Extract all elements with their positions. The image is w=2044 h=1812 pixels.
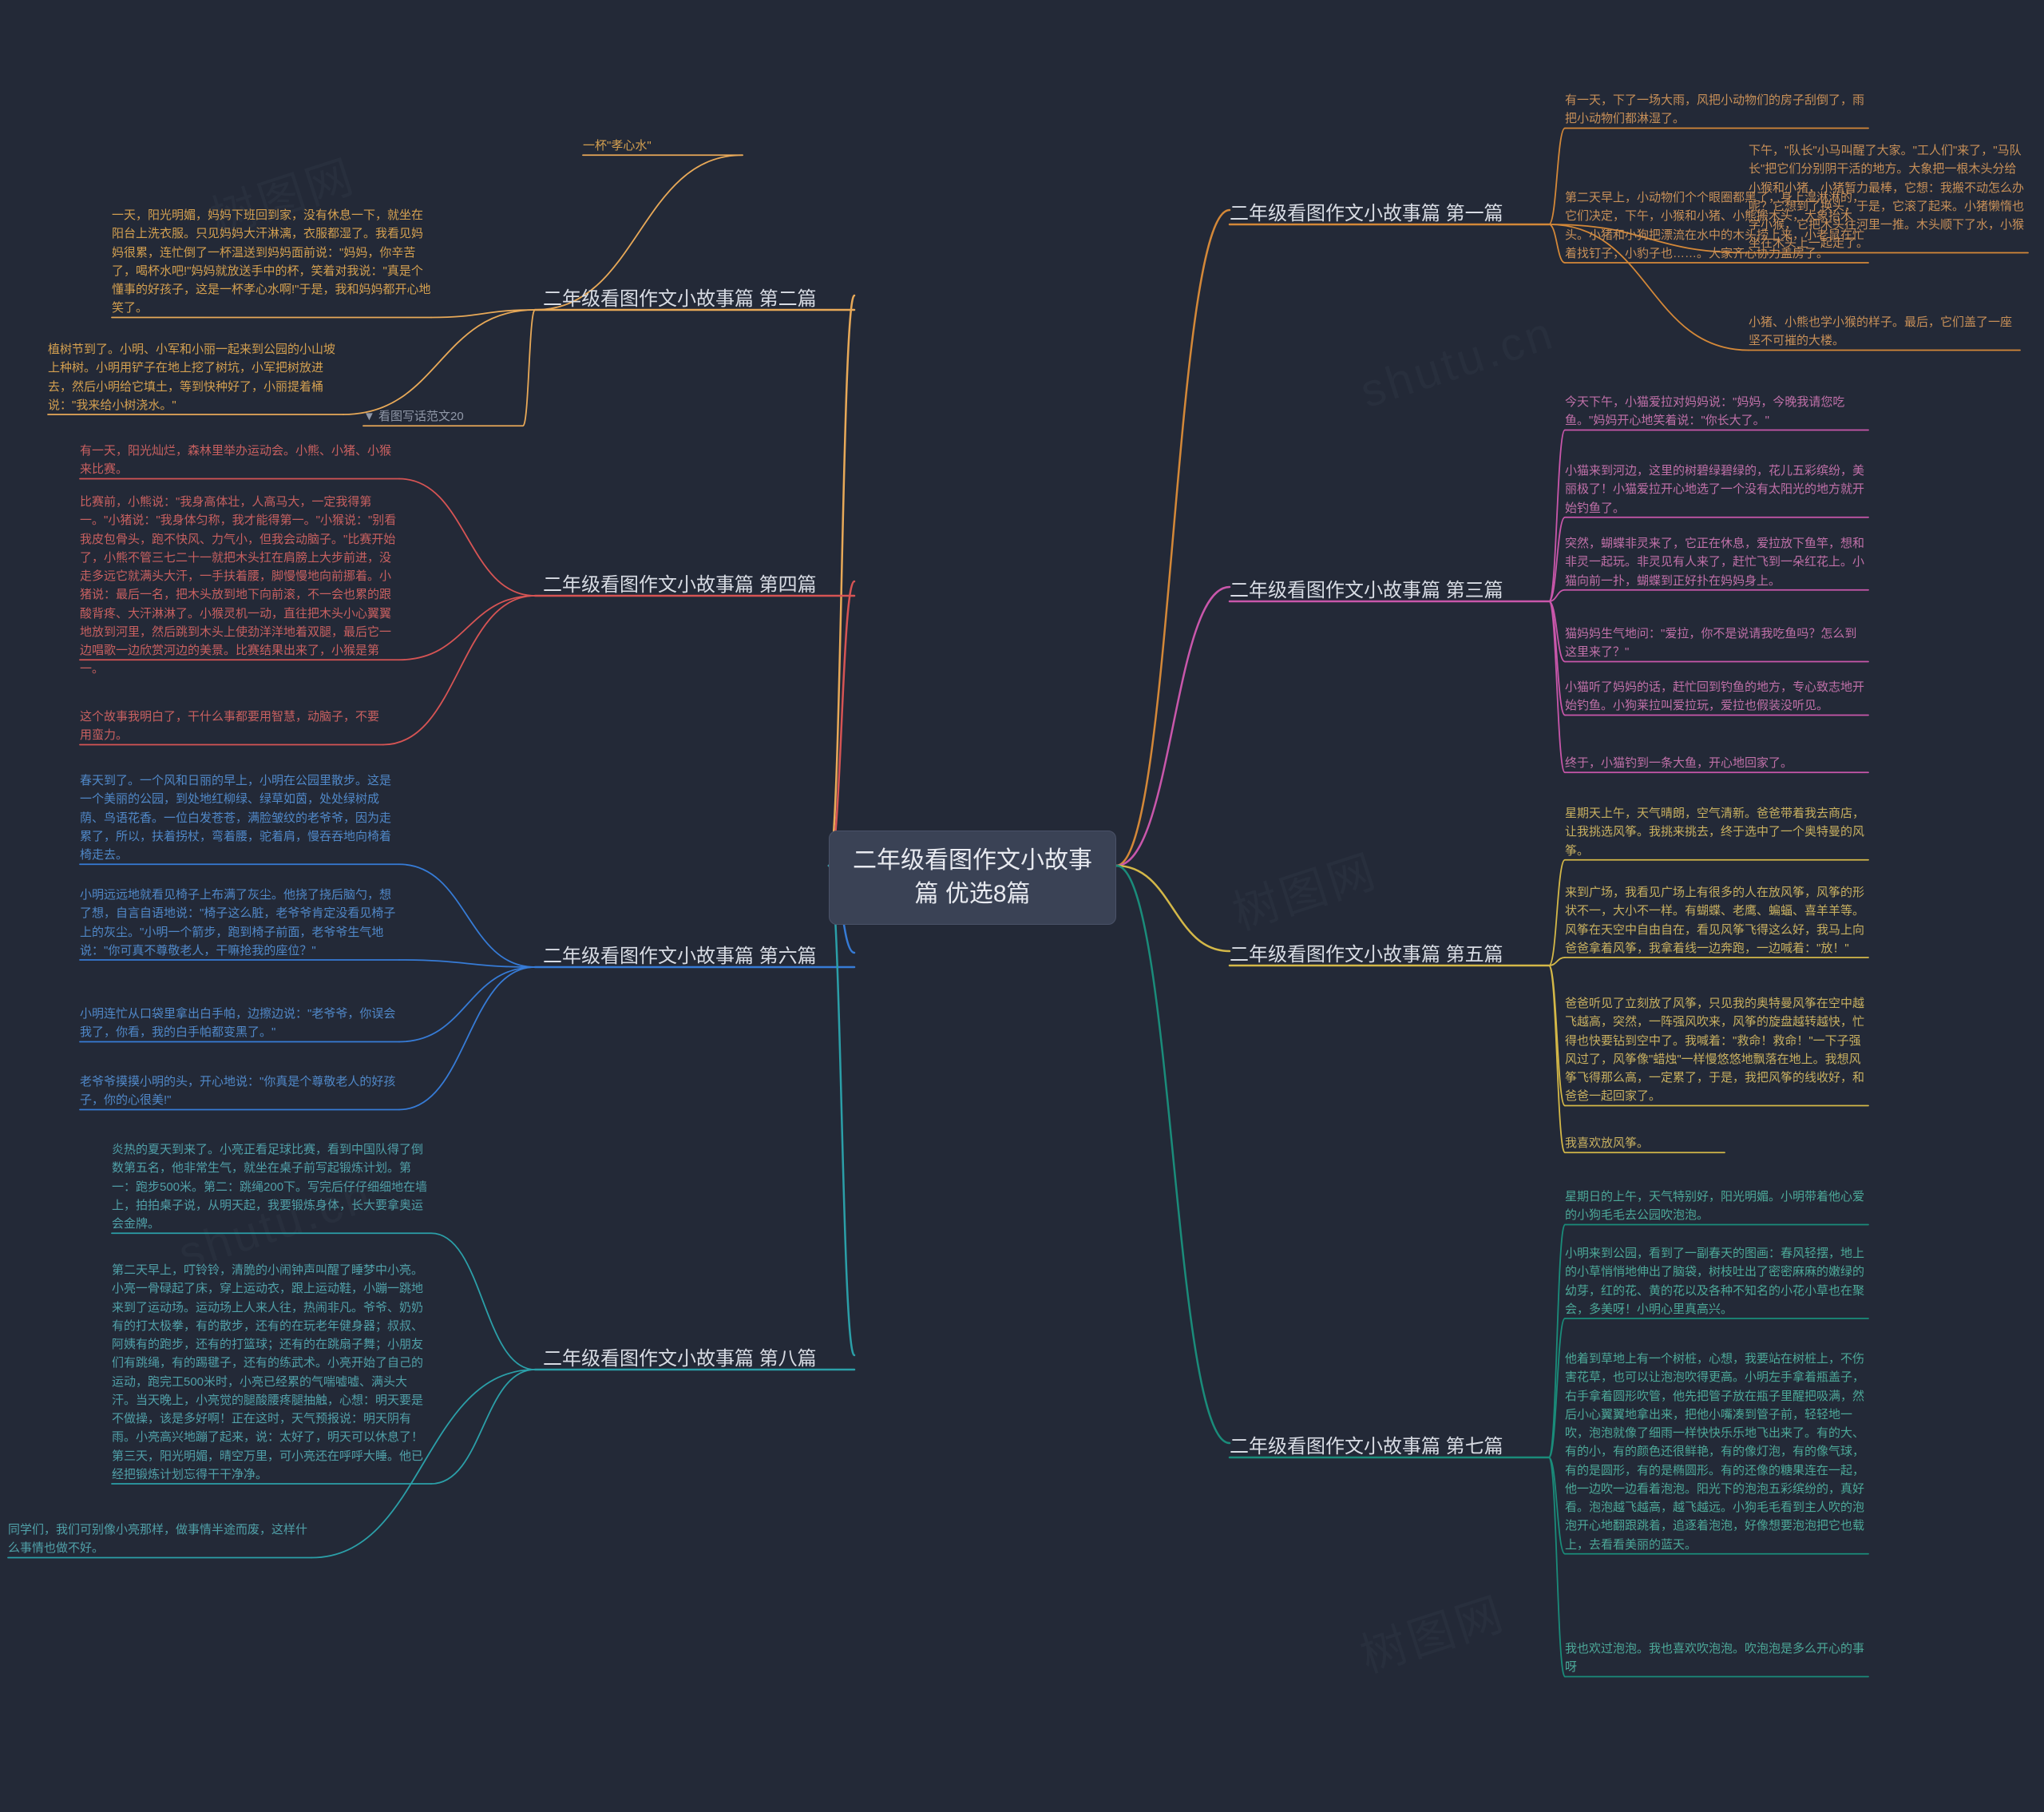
center-node: 二年级看图作文小故事篇 优选8篇 xyxy=(829,831,1116,925)
leaf-text: 小猪、小熊也学小猴的样子。最后，它们盖了一座坚不可摧的大楼。 xyxy=(1749,313,2020,351)
leaf-text: ▼ 看图写话范文20 xyxy=(363,407,523,426)
leaf-text: 终于，小猫钓到一条大鱼，开心地回家了。 xyxy=(1565,754,1868,772)
branch-label: 二年级看图作文小故事篇 第六篇 xyxy=(543,940,817,968)
leaf-text: 春天到了。一个风和日丽的早上，小明在公园里散步。这是一个美丽的公园，到处地红柳绿… xyxy=(80,771,399,864)
leaf-text: 爸爸听见了立刻放了风筝，只见我的奥特曼风筝在空中越飞越高，突然，一阵强风吹来，风… xyxy=(1565,994,1868,1106)
leaf-text: 小明连忙从口袋里拿出白手帕，边擦边说："老爷爷，你误会我了，你看，我的白手帕都变… xyxy=(80,1005,399,1042)
branch-label: 二年级看图作文小故事篇 第一篇 xyxy=(1230,197,1503,225)
branch-label: 二年级看图作文小故事篇 第四篇 xyxy=(543,569,817,597)
branch-label: 二年级看图作文小故事篇 第五篇 xyxy=(1230,938,1503,966)
leaf-text: 同学们，我们可别像小亮那样，做事情半途而废，这样什么事情也做不好。 xyxy=(8,1521,311,1558)
leaf-text: 突然，蝴蝶非灵来了，它正在休息，爱拉放下鱼竿，想和非灵一起玩。非灵见有人来了，赶… xyxy=(1565,534,1868,590)
leaf-text: 下午，"队长"小马叫醒了大家。"工人们"来了，"马队长"把它们分别阴干活的地方。… xyxy=(1749,141,2028,253)
branch-label: 二年级看图作文小故事篇 第三篇 xyxy=(1230,574,1503,602)
leaf-text: 小明来到公园，看到了一副春天的图画：春风轻摆，地上的小草悄悄地伸出了脑袋，树枝吐… xyxy=(1565,1244,1868,1318)
leaf-text: 猫妈妈生气地问："爱拉，你不是说请我吃鱼吗？怎么到这里来了？" xyxy=(1565,624,1868,662)
leaf-text: 小猫来到河边，这里的树碧绿碧绿的，花儿五彩缤纷，美丽极了！小猫爱拉开心地选了一个… xyxy=(1565,462,1868,517)
leaf-text: 第二天早上，叮铃铃，清脆的小闹钟声叫醒了睡梦中小亮。小亮一骨碌起了床，穿上运动衣… xyxy=(112,1261,431,1484)
watermark: shutu.cn xyxy=(1354,306,1562,418)
leaf-text: 我也欢过泡泡。我也喜欢吹泡泡。吹泡泡是多么开心的事呀 xyxy=(1565,1640,1868,1677)
leaf-text: 有一天，阳光灿烂，森林里举办运动会。小熊、小猪、小猴来比赛。 xyxy=(80,442,399,479)
leaf-text: 这个故事我明白了，干什么事都要用智慧，动脑子，不要用蛮力。 xyxy=(80,708,383,745)
leaf-text: 星期日的上午，天气特别好，阳光明媚。小明带着他心爱的小狗毛毛去公园吹泡泡。 xyxy=(1565,1188,1868,1225)
leaf-text: 他着到草地上有一个树桩，心想，我要站在树桩上，不伤害花草，也可以让泡泡吹得更高。… xyxy=(1565,1350,1868,1554)
leaf-text: 有一天，下了一场大雨，风把小动物们的房子刮倒了，雨把小动物们都淋湿了。 xyxy=(1565,91,1868,129)
leaf-text: 一天，阳光明媚，妈妈下班回到家，没有休息一下，就坐在阳台上洗衣服。只见妈妈大汗淋… xyxy=(112,206,431,318)
leaf-text: 小明远远地就看见椅子上布满了灰尘。他挠了挠后脑勺，想了想，自言自语地说："椅子这… xyxy=(80,886,399,960)
leaf-text: 来到广场，我看见广场上有很多的人在放风筝，风筝的形状不一，大小不一样。有蝴蝶、老… xyxy=(1565,883,1868,958)
leaf-text: 今天下午，小猫爱拉对妈妈说："妈妈，今晚我请您吃鱼。"妈妈开心地笑着说："你长大… xyxy=(1565,393,1868,430)
leaf-text: 老爷爷摸摸小明的头，开心地说："你真是个尊敬老人的好孩子，你的心很美!" xyxy=(80,1073,399,1110)
leaf-text: 小猫听了妈妈的话，赶忙回到钓鱼的地方，专心致志地开始钓鱼。小狗莱拉叫爱拉玩，爱拉… xyxy=(1565,678,1868,716)
branch-label: 二年级看图作文小故事篇 第八篇 xyxy=(543,1342,817,1370)
watermark: 树图网 xyxy=(1351,1576,1513,1685)
branch-label: 二年级看图作文小故事篇 第二篇 xyxy=(543,283,817,311)
leaf-text: 星期天上午，天气晴朗，空气清新。爸爸带着我去商店，让我挑选风筝。我挑来挑去，终于… xyxy=(1565,804,1868,860)
watermark: 树图网 xyxy=(1223,833,1385,942)
leaf-text: 炎热的夏天到来了。小亮正看足球比赛，看到中国队得了倒数第五名，他非常生气，就坐在… xyxy=(112,1140,431,1233)
branch-label: 二年级看图作文小故事篇 第七篇 xyxy=(1230,1430,1503,1458)
leaf-text: 一杯"孝心水" xyxy=(583,137,743,155)
center-text: 二年级看图作文小故事篇 优选8篇 xyxy=(853,847,1092,907)
leaf-text: 植树节到了。小明、小军和小丽一起来到公园的小山坡上种树。小明用铲子在地上挖了树坑… xyxy=(48,340,343,414)
leaf-text: 我喜欢放风筝。 xyxy=(1565,1134,1725,1152)
leaf-text: 比赛前，小熊说："我身高体壮，人高马大，一定我得第一。"小猪说："我身体匀称，我… xyxy=(80,493,399,679)
